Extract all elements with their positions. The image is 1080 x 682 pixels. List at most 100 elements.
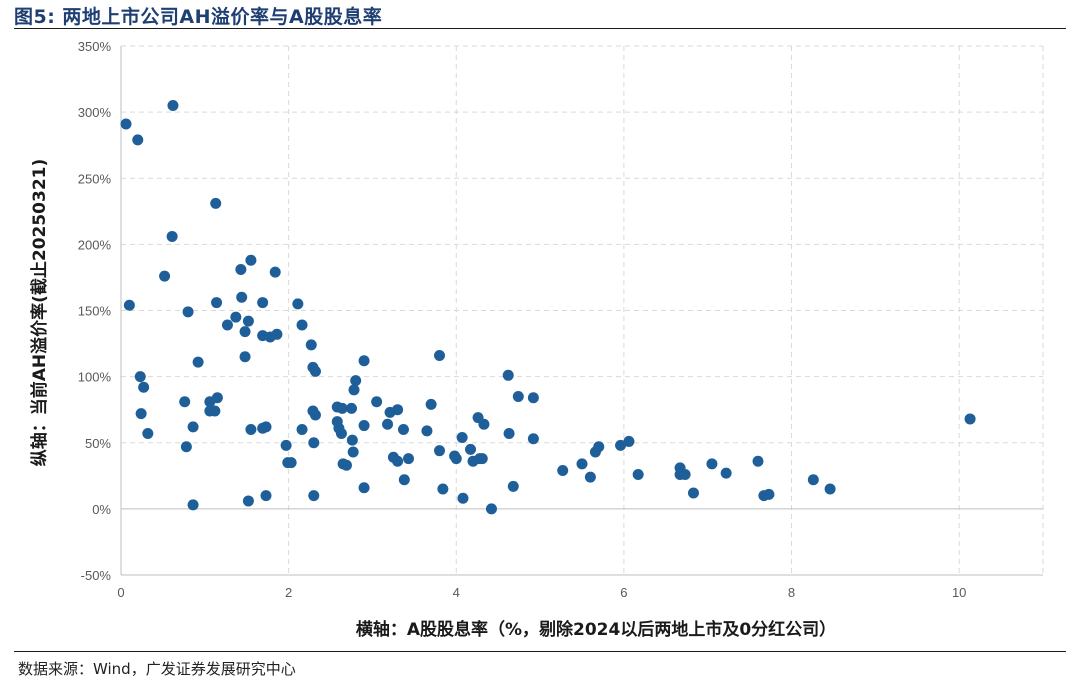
y-axis-title: 纵轴：当前AH溢价率(截止20250321) xyxy=(29,159,50,467)
data-point xyxy=(824,483,836,495)
y-tick-labels: -50% 0% 50% 100% 150% 200% 250% 300% 350% xyxy=(78,39,112,583)
x-tick-label: 10 xyxy=(952,585,966,600)
data-point xyxy=(382,418,394,430)
data-point xyxy=(138,381,150,393)
data-point xyxy=(308,490,320,502)
data-point xyxy=(450,453,462,465)
data-point xyxy=(182,306,194,318)
data-point xyxy=(584,471,596,483)
data-point xyxy=(132,134,144,146)
data-point xyxy=(397,424,409,436)
data-point xyxy=(340,459,352,471)
bottom-divider xyxy=(14,651,1066,652)
data-point xyxy=(285,457,297,469)
data-point xyxy=(221,319,233,331)
data-point xyxy=(706,458,718,470)
data-point xyxy=(392,455,404,467)
data-point xyxy=(123,299,135,311)
data-point xyxy=(336,402,348,414)
data-point xyxy=(358,355,370,367)
data-point xyxy=(512,390,524,402)
data-point xyxy=(235,264,247,276)
data-point xyxy=(187,421,199,433)
data-point xyxy=(230,311,242,323)
data-point xyxy=(187,499,199,511)
y-tick-label: 50% xyxy=(85,436,111,451)
data-point xyxy=(296,424,308,436)
y-tick-label: 100% xyxy=(78,370,112,385)
data-point xyxy=(527,392,539,404)
data-point xyxy=(242,495,254,507)
x-tick-label: 8 xyxy=(788,585,795,600)
y-tick-label: 300% xyxy=(78,105,112,120)
data-point xyxy=(527,433,539,445)
data-point xyxy=(245,254,257,266)
data-point xyxy=(209,405,221,417)
data-point xyxy=(752,455,764,467)
data-point xyxy=(358,482,370,494)
x-axis-title: 横轴：A股股息率（%，剔除2024以后两地上市及0分红公司） xyxy=(356,619,836,640)
data-point xyxy=(615,439,627,451)
data-point xyxy=(421,425,433,437)
data-point xyxy=(763,488,775,500)
data-point xyxy=(159,270,171,282)
data-point xyxy=(807,474,819,486)
data-point xyxy=(179,396,191,408)
data-point xyxy=(210,197,222,209)
data-point xyxy=(485,503,497,515)
data-point xyxy=(347,446,359,458)
data-point xyxy=(348,384,360,396)
data-point xyxy=(242,315,254,327)
x-tick-label: 0 xyxy=(117,585,124,600)
data-point xyxy=(335,427,347,439)
y-tick-label: 0% xyxy=(92,502,111,517)
data-point xyxy=(371,396,383,408)
data-point xyxy=(192,356,204,368)
data-point xyxy=(720,467,732,479)
figure-title: 图5: 两地上市公司AH溢价率与A股股息率 xyxy=(14,6,383,28)
data-point xyxy=(308,437,320,449)
axes xyxy=(120,46,1043,576)
data-point xyxy=(593,441,605,453)
data-point xyxy=(503,427,515,439)
data-point xyxy=(350,375,362,387)
data-point xyxy=(280,439,292,451)
data-point xyxy=(309,365,321,377)
data-point xyxy=(478,418,490,430)
data-point xyxy=(437,483,449,495)
data-point xyxy=(236,291,248,303)
y-tick-label: 200% xyxy=(78,237,112,252)
data-point xyxy=(964,413,976,425)
data-point xyxy=(239,326,251,338)
data-point xyxy=(632,468,644,480)
data-point xyxy=(135,408,147,420)
data-point xyxy=(257,297,269,309)
data-point xyxy=(402,453,414,465)
data-point xyxy=(245,424,257,436)
data-point xyxy=(211,297,223,309)
data-point xyxy=(260,421,272,433)
data-point xyxy=(623,435,635,447)
data-point xyxy=(346,402,357,414)
data-point xyxy=(134,371,146,383)
x-tick-label: 4 xyxy=(453,585,460,600)
y-tick-label: 150% xyxy=(78,304,112,319)
data-point xyxy=(434,445,446,457)
data-point xyxy=(576,458,588,470)
data-point xyxy=(167,100,179,112)
data-point xyxy=(507,480,519,492)
data-point xyxy=(271,328,283,340)
data-point xyxy=(502,369,514,381)
data-point xyxy=(557,465,569,477)
data-point xyxy=(358,420,370,432)
x-tick-label: 6 xyxy=(620,585,627,600)
x-tick-label: 2 xyxy=(285,585,292,600)
data-point xyxy=(687,487,699,499)
data-points xyxy=(120,100,976,515)
data-point xyxy=(476,453,488,465)
data-point xyxy=(180,441,192,453)
data-point xyxy=(296,319,308,331)
data-point xyxy=(425,398,437,410)
y-tick-label: -50% xyxy=(81,568,112,583)
